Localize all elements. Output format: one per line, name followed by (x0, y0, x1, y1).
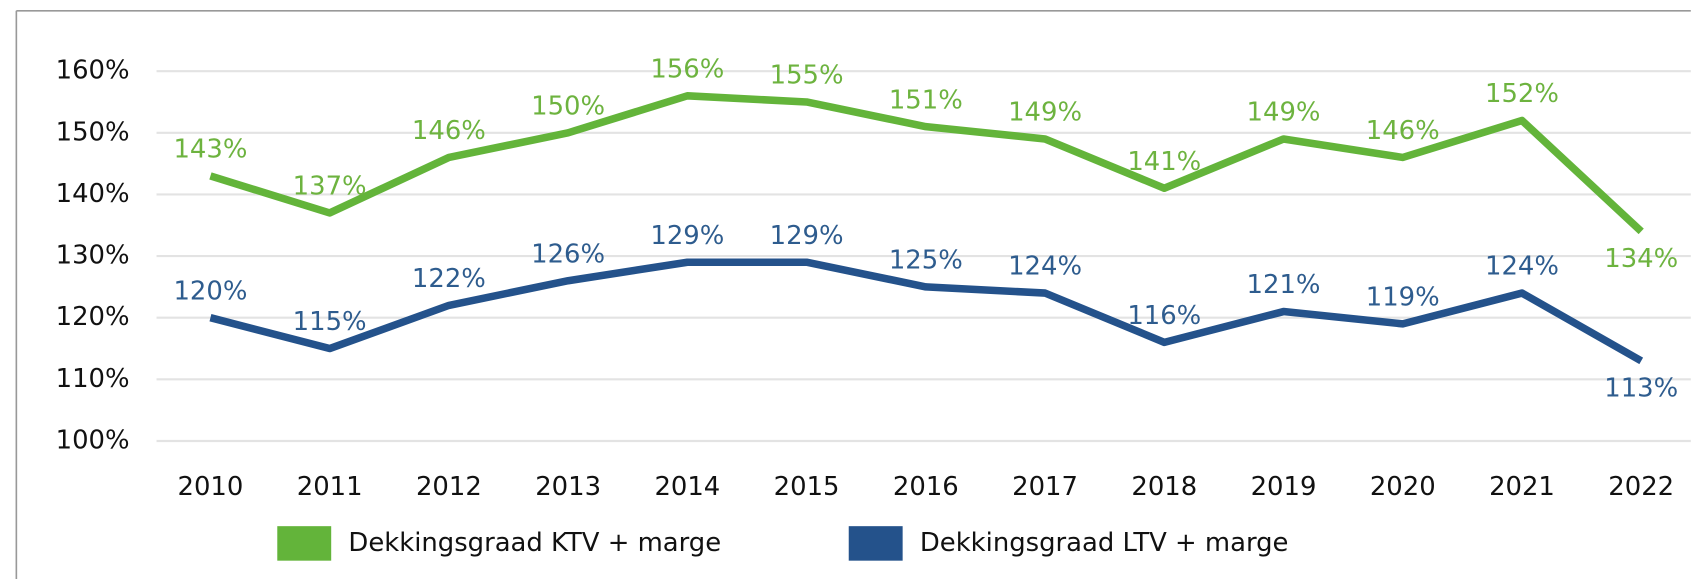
data-label: 120% (173, 276, 247, 306)
data-label: 129% (770, 221, 844, 251)
data-label: 122% (412, 264, 486, 294)
y-tick-label: 150% (56, 117, 130, 147)
x-tick-label: 2019 (1251, 472, 1317, 502)
x-tick-label: 2018 (1131, 472, 1197, 502)
x-tick-label: 2020 (1370, 472, 1436, 502)
data-label: 137% (293, 172, 367, 202)
x-tick-label: 2012 (416, 472, 482, 502)
data-label: 116% (1127, 301, 1201, 331)
x-tick-label: 2022 (1608, 472, 1674, 502)
data-label: 150% (531, 91, 605, 121)
data-label: 149% (1008, 98, 1082, 128)
x-tick-label: 2011 (297, 472, 363, 502)
data-label: 113% (1604, 373, 1678, 403)
data-label: 146% (412, 116, 486, 146)
legend-swatch (277, 526, 332, 561)
legend-label: Dekkingsgraad LTV + marge (920, 528, 1289, 558)
legend-swatch (848, 526, 903, 561)
data-label: 146% (1366, 116, 1440, 146)
data-label: 149% (1247, 98, 1321, 128)
x-tick-label: 2021 (1489, 472, 1555, 502)
y-tick-label: 120% (56, 302, 130, 332)
data-label: 129% (650, 221, 724, 251)
legend-label: Dekkingsgraad KTV + marge (348, 528, 721, 558)
data-label: 141% (1127, 147, 1201, 177)
data-label: 124% (1485, 252, 1559, 282)
x-tick-label: 2014 (654, 472, 720, 502)
y-tick-label: 100% (56, 425, 130, 455)
data-label: 143% (173, 135, 247, 165)
data-label: 126% (531, 239, 605, 269)
series-line (209, 258, 1644, 365)
data-label: 125% (889, 246, 963, 276)
y-tick-label: 160% (56, 56, 130, 86)
data-label: 124% (1008, 252, 1082, 282)
x-tick-label: 2016 (893, 472, 959, 502)
data-label: 119% (1366, 282, 1440, 312)
y-tick-label: 130% (56, 241, 130, 271)
x-tick-label: 2010 (178, 472, 244, 502)
data-label: 152% (1485, 79, 1559, 109)
x-tick-label: 2017 (1012, 472, 1078, 502)
x-tick-label: 2015 (774, 472, 840, 502)
data-label: 115% (293, 307, 367, 337)
data-label: 156% (650, 54, 724, 84)
y-tick-label: 140% (56, 179, 130, 209)
data-label: 155% (770, 61, 844, 91)
data-label: 151% (889, 85, 963, 115)
series-line (209, 92, 1644, 235)
x-tick-label: 2013 (535, 472, 601, 502)
data-label: 121% (1247, 270, 1321, 300)
y-tick-label: 110% (56, 364, 130, 394)
data-label: 134% (1604, 244, 1678, 274)
